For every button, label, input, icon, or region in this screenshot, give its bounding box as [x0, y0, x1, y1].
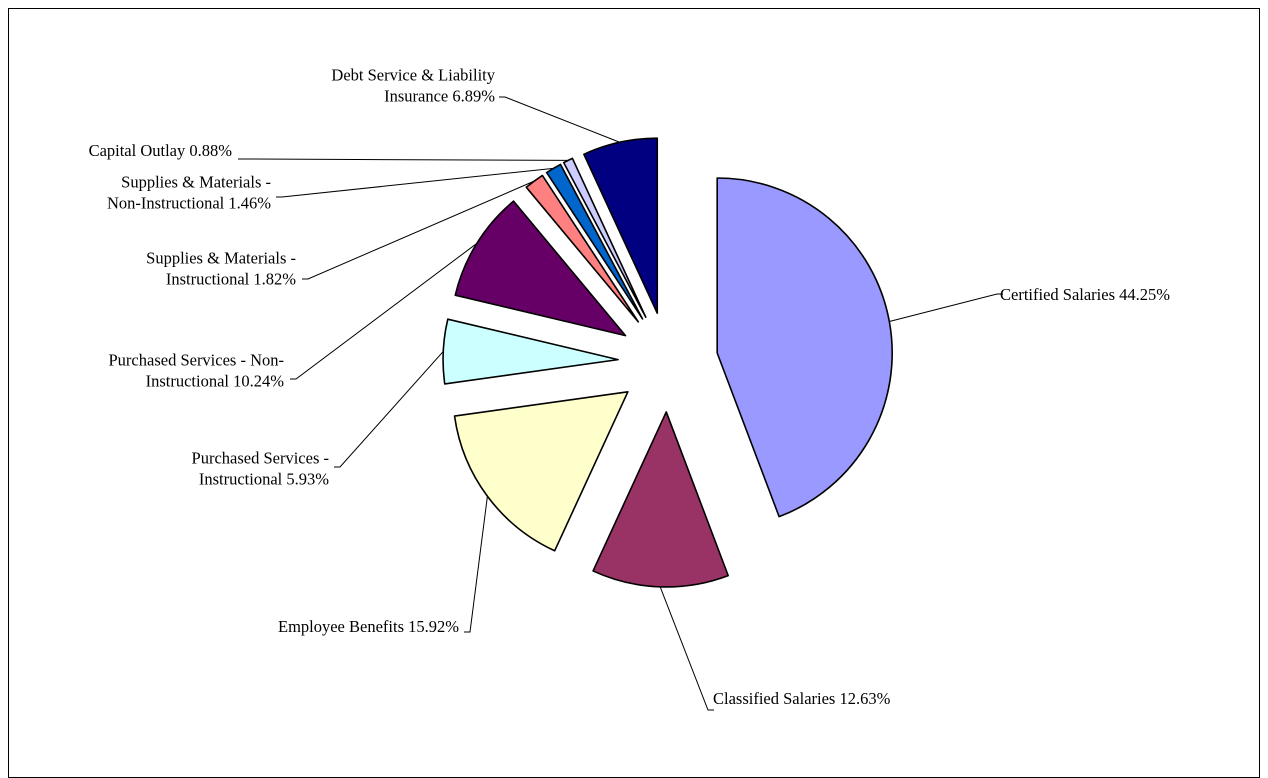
slice-label-line: Debt Service & Liability	[331, 66, 495, 85]
slice-label-line: Instructional 10.24%	[146, 372, 285, 391]
slice-label-certified-salaries: Certified Salaries 44.25%	[1000, 285, 1170, 304]
slice-label-line: Insurance 6.89%	[384, 87, 495, 106]
leader-line-classified-salaries	[659, 586, 714, 711]
leader-line-debt-service-and-liability-insurance	[499, 96, 620, 143]
slice-label-line: Purchased Services -	[192, 449, 329, 468]
pie-slice-certified-salaries	[716, 177, 893, 518]
slice-label-purchased-services-non-instructional: Purchased Services - Non- Instructional 1…	[109, 351, 285, 391]
leader-line-purchased-services-instructional	[334, 351, 444, 468]
slice-label-line: Supplies & Materials -	[121, 173, 271, 192]
labels-layer: Certified Salaries 44.25% Classified Sala…	[89, 66, 1171, 709]
leader-lines-layer	[238, 96, 1003, 711]
pie-slice-classified-salaries	[592, 411, 730, 588]
slice-label-line: Instructional 5.93%	[199, 470, 329, 489]
slice-label-debt-service-and-liability-insurance: Debt Service & Liability Insurance 6.89%	[331, 66, 495, 106]
slice-label-supplies-and-materials-non-instructional: Supplies & Materials - Non-Instructional …	[107, 173, 271, 213]
leader-line-purchased-services-non-instructional	[290, 243, 478, 380]
leader-line-employee-benefits	[464, 496, 488, 633]
slice-label-supplies-and-materials-instructional: Supplies & Materials - Instructional 1.82…	[146, 249, 296, 289]
pie-slice-purchased-services-instructional	[442, 318, 619, 385]
leader-line-capital-outlay	[238, 158, 569, 161]
pie-slice-debt-service-and-liability-insurance	[583, 137, 659, 314]
slice-label-capital-outlay: Capital Outlay 0.88%	[89, 141, 233, 160]
slice-label-line: Certified Salaries 44.25%	[1000, 285, 1170, 304]
slice-label-line: Classified Salaries 12.63%	[713, 689, 891, 708]
slice-label-line: Non-Instructional 1.46%	[107, 194, 271, 213]
chart-area	[8, 8, 1260, 778]
slice-label-line: Supplies & Materials -	[146, 249, 296, 268]
slice-label-line: Capital Outlay 0.88%	[89, 141, 233, 160]
slice-label-line: Instructional 1.82%	[166, 270, 296, 289]
leader-line-supplies-and-materials-instructional	[302, 180, 535, 280]
leader-line-supplies-and-materials-non-instructional	[276, 167, 554, 198]
pie-slice-supplies-and-materials-instructional	[525, 174, 640, 323]
slice-label-employee-benefits: Employee Benefits 15.92%	[278, 617, 459, 636]
slice-label-purchased-services-instructional: Purchased Services - Instructional 5.93%	[192, 449, 330, 489]
pie-slice-purchased-services-non-instructional	[454, 200, 627, 337]
slice-label-classified-salaries: Classified Salaries 12.63%	[713, 689, 891, 708]
pie-slice-employee-benefits	[453, 391, 629, 552]
slice-label-line: Employee Benefits 15.92%	[278, 617, 459, 636]
leader-line-certified-salaries	[889, 293, 1003, 322]
slices-layer	[442, 137, 893, 588]
pie-slice-supplies-and-materials-non-instructional	[545, 163, 644, 320]
slice-label-line: Purchased Services - Non-	[109, 351, 285, 370]
